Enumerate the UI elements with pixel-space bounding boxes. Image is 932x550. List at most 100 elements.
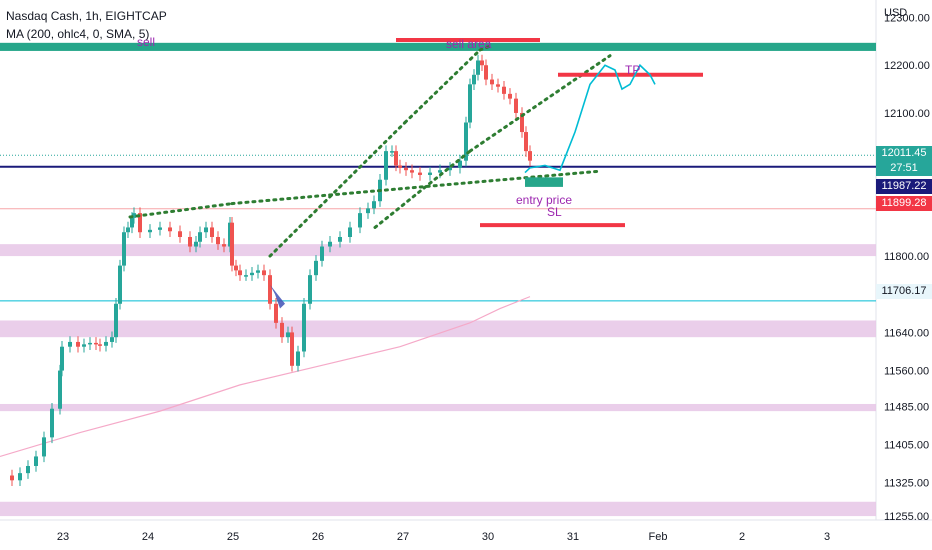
x-tick-label: 24 bbox=[142, 531, 154, 543]
candle-body bbox=[472, 74, 476, 85]
candle-body bbox=[366, 208, 370, 214]
price-axis-background bbox=[876, 0, 932, 550]
candles bbox=[10, 54, 532, 487]
candle-body bbox=[268, 275, 272, 304]
candle-body bbox=[384, 151, 388, 180]
sell-area-annotation: sell area bbox=[446, 37, 492, 51]
candle-body bbox=[524, 132, 528, 152]
x-tick-label: 3 bbox=[824, 531, 830, 543]
candle-body bbox=[520, 112, 524, 133]
candle-body bbox=[158, 227, 162, 230]
candle-body bbox=[98, 344, 102, 346]
candle-body bbox=[480, 60, 484, 66]
x-tick-label: 25 bbox=[227, 531, 239, 543]
x-tick-label: 30 bbox=[482, 531, 494, 543]
candle-body bbox=[274, 303, 278, 323]
candle-body bbox=[262, 270, 266, 276]
candle-body bbox=[26, 465, 30, 474]
candle-body bbox=[256, 270, 260, 273]
candle-body bbox=[68, 341, 72, 347]
dotted-trendline-2 bbox=[373, 149, 472, 229]
projection-path bbox=[524, 63, 656, 174]
candle-body bbox=[358, 213, 362, 228]
support-zone-1 bbox=[0, 320, 876, 338]
sl-annotation: SL bbox=[547, 205, 562, 219]
candle-body bbox=[148, 229, 152, 233]
x-tick-label: Feb bbox=[649, 531, 668, 543]
candle-body bbox=[464, 122, 468, 161]
candle-body bbox=[238, 270, 242, 276]
ma-indicator-label[interactable]: MA (200, ohlc4, 0, SMA, 5) bbox=[6, 27, 150, 41]
candle-body bbox=[410, 170, 414, 173]
dotted-trendline-0 bbox=[128, 202, 234, 219]
dotted-trendline-3 bbox=[468, 54, 612, 153]
y-tick-label: 12100.00 bbox=[884, 108, 930, 120]
candle-body bbox=[58, 370, 62, 409]
y-tick-label: 11325.00 bbox=[884, 478, 929, 490]
x-tick-label: 27 bbox=[397, 531, 409, 543]
candle-body bbox=[230, 222, 234, 266]
candle-body bbox=[42, 437, 46, 457]
y-tick-label: 12300.00 bbox=[884, 13, 930, 25]
candle-body bbox=[126, 227, 130, 233]
candle-body bbox=[528, 151, 532, 161]
candle-body bbox=[404, 167, 408, 171]
candle-body bbox=[448, 167, 452, 171]
candle-body bbox=[88, 342, 92, 345]
candle-body bbox=[34, 456, 38, 466]
candle-body bbox=[10, 475, 14, 481]
candle-body bbox=[204, 227, 208, 233]
x-tick-label: 2 bbox=[739, 531, 745, 543]
candle-body bbox=[296, 351, 300, 366]
y-tick-label: 11405.00 bbox=[884, 440, 929, 452]
candle-body bbox=[418, 172, 422, 175]
candle-body bbox=[458, 160, 462, 168]
candle-body bbox=[138, 213, 142, 233]
candle-body bbox=[198, 232, 202, 242]
sell-band bbox=[0, 42, 876, 51]
plot-background bbox=[0, 0, 876, 550]
candle-body bbox=[508, 93, 512, 99]
candle-body bbox=[286, 332, 290, 338]
candle-body bbox=[496, 84, 500, 87]
current-price-tag: 12011.45 bbox=[876, 146, 932, 161]
candle-body bbox=[484, 65, 488, 80]
entry-box bbox=[525, 177, 563, 187]
dotted-trendline-6 bbox=[478, 44, 492, 52]
candle-body bbox=[178, 231, 182, 237]
y-tick-label: 11800.00 bbox=[884, 251, 929, 263]
candle-body bbox=[338, 236, 342, 242]
candle-body bbox=[280, 322, 284, 338]
candle-body bbox=[104, 341, 108, 346]
candle-body bbox=[132, 213, 136, 218]
candle-body bbox=[122, 232, 126, 266]
support-zone-0 bbox=[0, 244, 876, 257]
candle-body bbox=[348, 227, 352, 237]
symbol-title[interactable]: Nasdaq Cash, 1h, EIGHTCAP bbox=[6, 9, 167, 23]
candle-body bbox=[502, 86, 506, 94]
candle-body bbox=[130, 217, 134, 228]
candle-body bbox=[76, 341, 80, 347]
candle-body bbox=[290, 332, 294, 366]
candle-body bbox=[314, 260, 318, 276]
y-tick-label: 11560.00 bbox=[884, 366, 929, 378]
candle-body bbox=[468, 84, 472, 123]
red-level-tag: 11899.28 bbox=[876, 196, 932, 211]
candle-body bbox=[320, 246, 324, 261]
candle-body bbox=[490, 79, 494, 85]
x-tick-label: 31 bbox=[567, 531, 579, 543]
support-zone-3 bbox=[0, 501, 876, 517]
candle-body bbox=[390, 151, 394, 153]
y-tick-label: 11255.00 bbox=[884, 511, 929, 523]
candle-body bbox=[60, 346, 64, 371]
candle-body bbox=[188, 236, 192, 247]
countdown-tag: 27:51 bbox=[876, 161, 932, 176]
candle-body bbox=[18, 473, 22, 481]
x-tick-label: 23 bbox=[57, 531, 69, 543]
candle-body bbox=[308, 275, 312, 304]
candle-body bbox=[50, 408, 54, 438]
y-tick-label: 12200.00 bbox=[884, 60, 930, 72]
candle-body bbox=[394, 151, 398, 166]
